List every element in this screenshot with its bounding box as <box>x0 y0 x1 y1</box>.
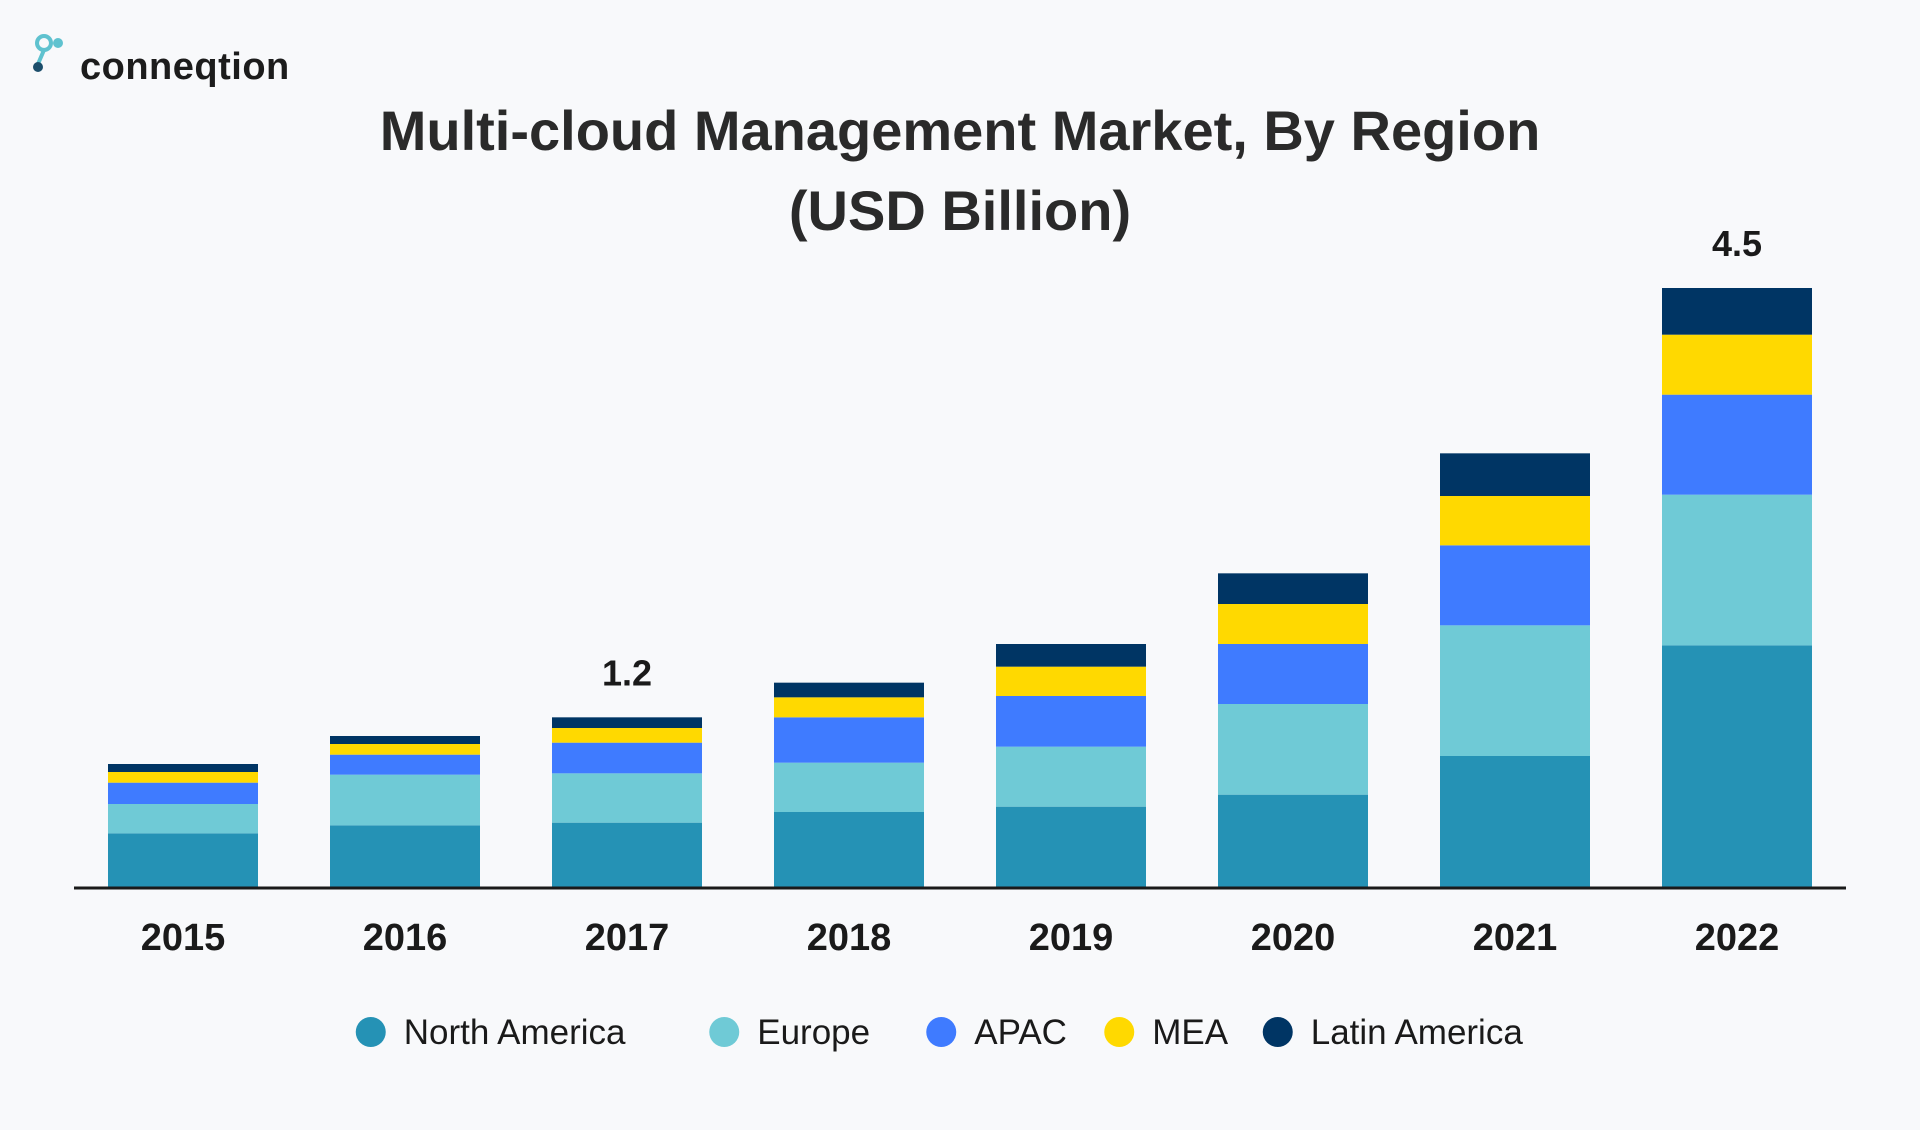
bar-2021-latin-america <box>1440 453 1590 496</box>
bar-2022-mea <box>1662 334 1812 395</box>
bar-2021-europe <box>1440 625 1590 756</box>
legend-swatch-europe <box>709 1017 740 1047</box>
x-tick-label-2015: 2015 <box>141 917 226 959</box>
bar-2022-apac <box>1662 394 1812 495</box>
brand-name: conneqtion <box>80 46 290 88</box>
data-label-2017: 1.2 <box>602 652 652 693</box>
bar-2020-apac <box>1218 644 1368 704</box>
x-tick-label-2020: 2020 <box>1251 917 1336 959</box>
legend-swatch-mea <box>1104 1017 1135 1047</box>
data-label-2022: 4.5 <box>1712 223 1762 264</box>
x-tick-label-2021: 2021 <box>1473 917 1558 959</box>
bar-2018-latin-america <box>774 682 924 698</box>
brand-logo: conneqtion <box>30 34 290 94</box>
bar-2022-latin-america <box>1662 288 1812 335</box>
bar-2022-north-america <box>1662 645 1812 888</box>
bar-2018-north-america <box>774 812 924 888</box>
bar-2016-north-america <box>330 825 480 888</box>
legend-label-apac: APAC <box>974 1013 1067 1052</box>
bar-2018-apac <box>774 717 924 763</box>
x-tick-label-2017: 2017 <box>585 917 670 959</box>
bar-2016-mea <box>330 744 480 755</box>
bar-2015-europe <box>108 804 258 834</box>
bar-2016-apac <box>330 754 480 775</box>
bar-2017-latin-america <box>552 717 702 728</box>
data-labels: 1.2 4.5 <box>602 223 1762 693</box>
bar-2020-north-america <box>1218 794 1368 888</box>
bar-2020-mea <box>1218 604 1368 644</box>
bar-2016-europe <box>330 774 480 826</box>
bar-2022-europe <box>1662 494 1812 646</box>
legend-label-europe: Europe <box>757 1013 870 1052</box>
bars-group <box>108 288 1812 888</box>
bar-2019-north-america <box>996 806 1146 888</box>
legend-swatch-apac <box>926 1017 957 1047</box>
chart-subtitle: (USD Billion) <box>789 179 1131 242</box>
legend-swatch-north-america <box>355 1017 386 1047</box>
bar-2015-apac <box>108 782 258 804</box>
conneqtion-logo-icon <box>33 34 63 72</box>
x-tick-label-2016: 2016 <box>363 917 448 959</box>
bar-2015-mea <box>108 772 258 783</box>
bar-2019-mea <box>996 666 1146 696</box>
bar-2021-mea <box>1440 496 1590 546</box>
bar-2018-europe <box>774 762 924 812</box>
x-tick-labels: 2015 2016 2017 2018 2019 2020 2021 2022 <box>141 917 1780 959</box>
x-tick-label-2019: 2019 <box>1029 917 1114 959</box>
legend: North America Europe APAC MEA Latin America <box>355 1013 1524 1052</box>
legend-label-mea: MEA <box>1152 1013 1229 1052</box>
bar-2016-latin-america <box>330 736 480 744</box>
legend-swatch-latin-america <box>1262 1017 1293 1047</box>
bar-2021-apac <box>1440 545 1590 626</box>
bar-2015-north-america <box>108 833 258 888</box>
bar-2017-mea <box>552 728 702 743</box>
bar-2019-europe <box>996 746 1146 807</box>
legend-label-latin-america: Latin America <box>1311 1013 1524 1052</box>
bar-2017-apac <box>552 742 702 774</box>
bar-2019-apac <box>996 696 1146 747</box>
bar-2015-latin-america <box>108 764 258 772</box>
legend-label-north-america: North America <box>404 1013 626 1052</box>
bar-2018-mea <box>774 697 924 718</box>
bar-2017-north-america <box>552 822 702 888</box>
chart-title: Multi-cloud Management Market, By Region <box>380 99 1541 162</box>
bar-2017-europe <box>552 773 702 823</box>
bar-2021-north-america <box>1440 756 1590 888</box>
bar-2020-latin-america <box>1218 573 1368 604</box>
bar-2020-europe <box>1218 704 1368 795</box>
x-tick-label-2018: 2018 <box>807 917 892 959</box>
bar-2019-latin-america <box>996 644 1146 667</box>
x-tick-label-2022: 2022 <box>1695 917 1780 959</box>
